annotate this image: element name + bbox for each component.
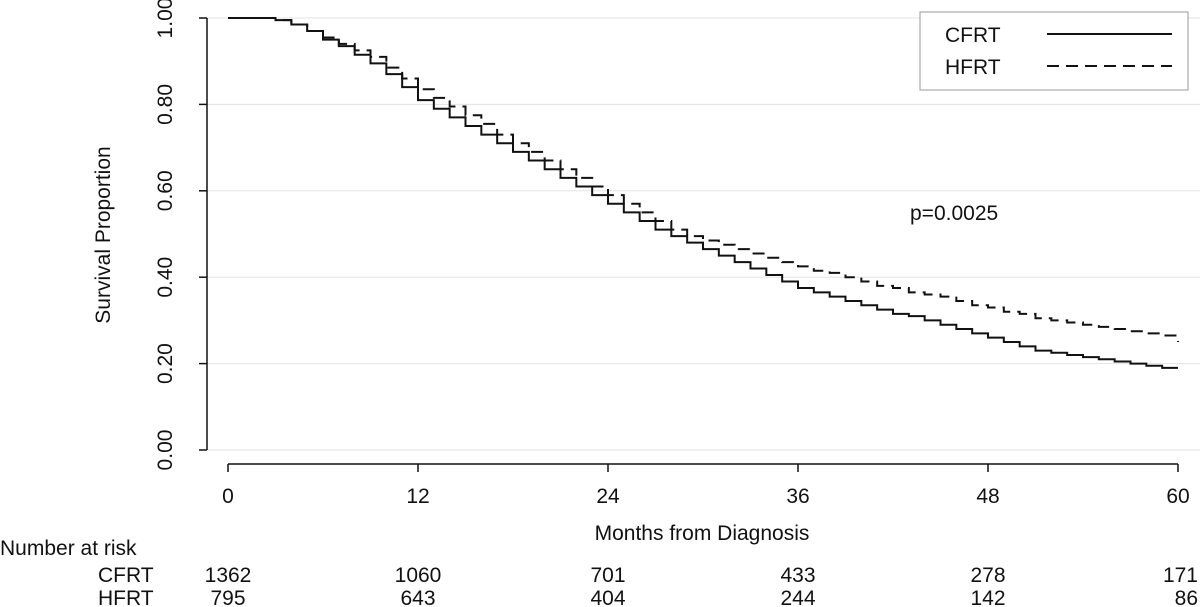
risk-row-label-cfrt: CFRT [98,564,154,587]
y-tick-label: 0.00 [154,430,177,471]
legend-box [919,11,1189,91]
y-tick-label: 0.80 [154,84,177,125]
risk-value: 795 [210,587,245,607]
legend-entry-cfrt: CFRT [945,24,1001,47]
risk-value: 244 [780,587,815,607]
risk-value: 404 [590,587,625,607]
risk-table-title: Number at risk [0,537,137,560]
y-tick-label: 0.60 [154,170,177,211]
risk-values: 1362 1060 701 433 278 171 795 643 404 244 142 86 [205,564,1198,607]
risk-value: 1060 [395,564,442,587]
y-tick-label: 0.20 [154,343,177,384]
y-tick-label: 1.00 [154,0,177,38]
x-axis-title: Months from Diagnosis [595,522,810,545]
x-tick-label: 36 [786,485,809,508]
risk-value: 643 [400,587,435,607]
axes [199,17,1179,472]
y-tick-label: 0.40 [154,257,177,298]
risk-row-label-hfrt: HFRT [98,587,154,607]
risk-value: 171 [1163,564,1198,587]
series-lines [228,17,1179,369]
grid-lines [207,17,1200,451]
x-tick-label: 48 [976,485,999,508]
risk-table: Number at risk CFRT HFRT 1362 1060 701 433 2… [0,537,1198,607]
risk-value: 701 [590,564,625,587]
x-tick-label: 24 [596,485,620,508]
p-value-annotation: p=0.0025 [910,202,998,225]
x-tick-label: 12 [406,485,429,508]
x-tick-label: 0 [222,485,234,508]
x-tick-label: 60 [1166,485,1189,508]
risk-value: 86 [1175,587,1198,607]
risk-value: 1362 [205,564,252,587]
risk-value: 142 [970,587,1005,607]
legend: CFRT HFRT [919,11,1189,91]
tick-labels: 0.00 0.20 0.40 0.60 0.80 1.00 0 12 24 36 48 60 [154,0,1190,508]
risk-value: 433 [780,564,815,587]
series-line-cfrt [228,17,1178,369]
y-axis-title: Survival Proportion [92,146,115,323]
risk-value: 278 [970,564,1005,587]
legend-entry-hfrt: HFRT [945,56,1001,79]
